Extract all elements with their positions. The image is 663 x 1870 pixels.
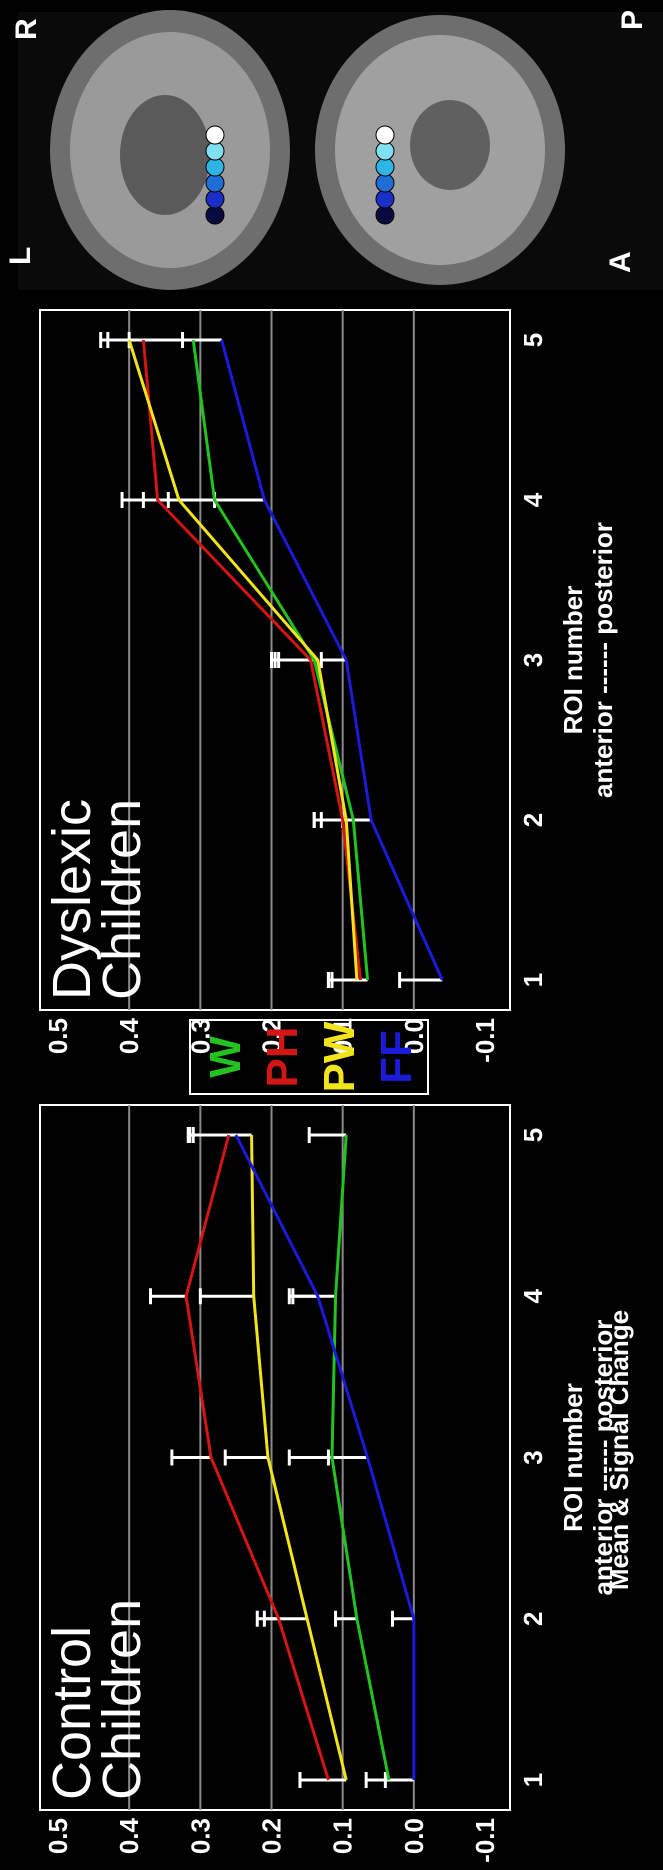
roi-marker (205, 173, 225, 193)
x-tick-label: 3 (518, 1450, 548, 1464)
legend-frame (189, 1019, 429, 1095)
y-tick-label: 0.1 (328, 1018, 358, 1054)
series-line-pw (250, 1134, 348, 1781)
x-tick-label: 1 (518, 1773, 548, 1787)
roi-marker (375, 125, 395, 145)
y-tick-label: 0.5 (43, 1818, 73, 1854)
panel-title: Children (92, 799, 152, 1000)
rotated-figure-content: Mean & Signal Change -0.1 0.0 0.1 0.2 0.3 0.4… (4, 10, 663, 1863)
x-axis-title: anterior ------ posterior (588, 522, 618, 798)
roi-marker (375, 189, 395, 209)
series-line-ff (234, 1134, 416, 1780)
brain-label-r: R (10, 18, 43, 40)
brain-slice-top (50, 10, 290, 290)
roi-markers-bottom (375, 125, 395, 225)
series-line-ph (184, 1134, 330, 1781)
y-tick-label: 0.4 (114, 1017, 144, 1054)
x-tick-label: 3 (518, 653, 548, 667)
x-tick-label: 5 (518, 1128, 548, 1142)
x-tick-label: 1 (518, 973, 548, 987)
legend-item-w: W (201, 1036, 250, 1078)
x-tick-label: 2 (518, 813, 548, 827)
roi-marker (375, 173, 395, 193)
x-tick-label: 4 (518, 492, 548, 507)
brain-images: A P L R (4, 10, 663, 290)
roi-marker (375, 157, 395, 177)
y-tick-label: 0.5 (43, 1018, 73, 1054)
control-children-panel: -0.1 0.0 0.1 0.2 0.3 0.4 0.5 1 2 3 4 5 ROI number ant… (39, 1104, 618, 1863)
x-axis-title: anterior ------ posterior (588, 1320, 618, 1596)
panel-title: Dyslexic (42, 799, 102, 1000)
roi-marker (375, 141, 395, 161)
roi-markers-top (205, 125, 225, 225)
legend-item-ff: FF (372, 1030, 421, 1084)
brain-label-p: P (616, 10, 649, 30)
y-tick-label: 0.4 (114, 1817, 144, 1854)
y-tick-label: 0.2 (257, 1818, 287, 1854)
roi-marker (375, 205, 395, 225)
series-line-w (330, 1134, 391, 1781)
roi-marker (205, 205, 225, 225)
y-tick-label: 0.2 (257, 1018, 287, 1054)
roi-marker (205, 125, 225, 145)
y-tick-label: 0.0 (399, 1018, 429, 1054)
plot-frame (39, 309, 511, 1011)
legend: W PH PW FF (189, 1019, 429, 1095)
roi-marker (205, 189, 225, 209)
y-tick-label: 0.1 (328, 1818, 358, 1854)
series-line-w (191, 339, 370, 981)
x-axis-title: ROI number (558, 586, 588, 735)
roi-marker (205, 141, 225, 161)
series-line-pw (127, 339, 359, 981)
x-tick-label: 2 (518, 1612, 548, 1626)
brain-ventricle-top (120, 95, 210, 215)
brain-label-a: A (604, 251, 637, 273)
x-tick-label: 4 (518, 1288, 548, 1303)
y-tick-label: -0.1 (470, 1818, 500, 1863)
y-tick-label: 0.3 (185, 1818, 215, 1854)
roi-marker (205, 157, 225, 177)
legend-item-pw: PW (315, 1021, 364, 1092)
x-axis-title: ROI number (558, 1383, 588, 1532)
y-tick-label: -0.1 (470, 1018, 500, 1063)
brain-slice-bottom (315, 15, 565, 285)
series-line-ff (220, 339, 444, 981)
y-tick-label: 0.0 (399, 1818, 429, 1854)
x-tick-label: 5 (518, 333, 548, 347)
panel-title: Children (92, 1599, 152, 1800)
brain-stem-bottom (410, 100, 490, 190)
plot-frame (39, 1104, 511, 1811)
panel-title: Control (42, 1626, 102, 1800)
brain-label-l: L (4, 247, 37, 265)
legend-item-ph: PH (258, 1026, 307, 1087)
y-axis-title: Mean & Signal Change (604, 1310, 634, 1590)
